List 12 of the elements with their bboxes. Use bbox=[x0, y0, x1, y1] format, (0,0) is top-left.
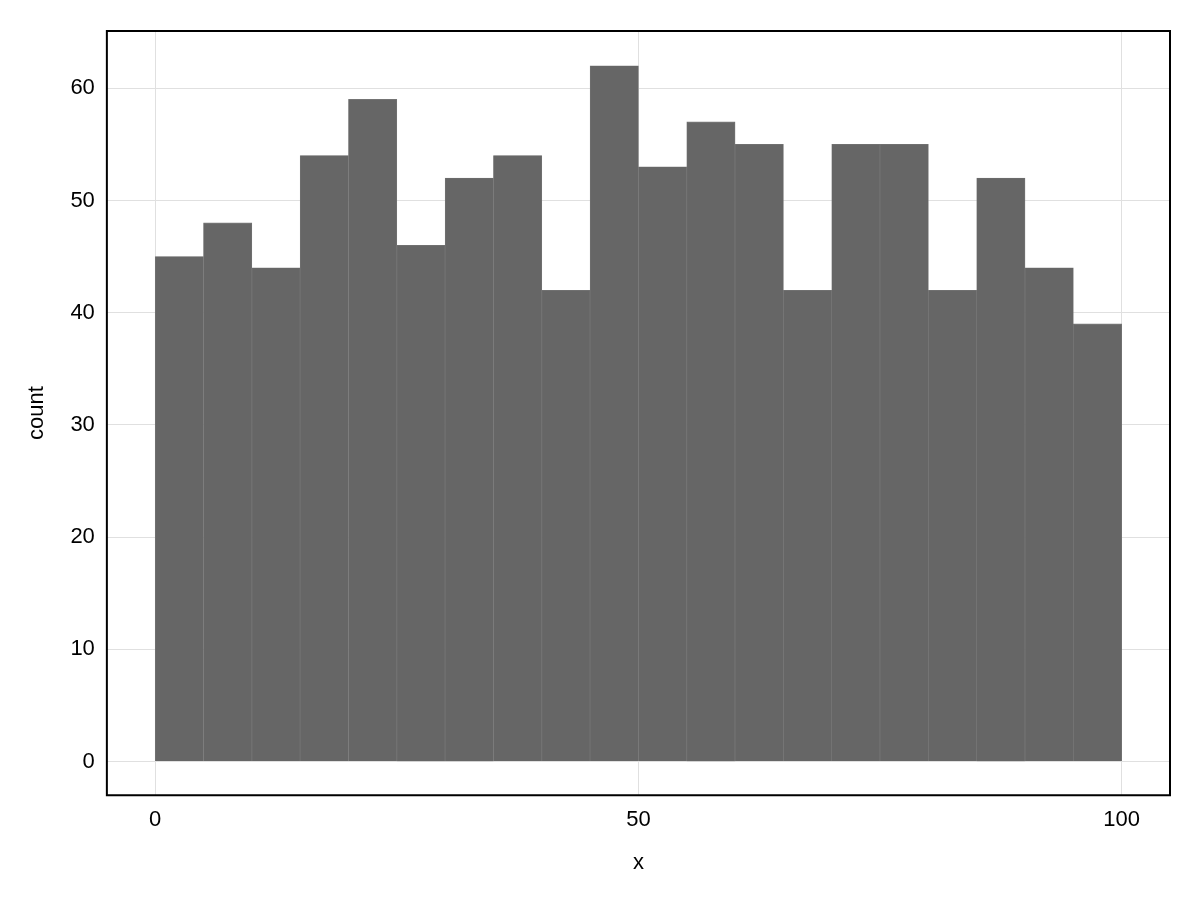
y-tick-label: 0 bbox=[82, 747, 95, 773]
x-tick-label: 50 bbox=[626, 806, 651, 832]
y-tick-label: 60 bbox=[70, 74, 95, 100]
y-tick-label: 20 bbox=[70, 523, 95, 549]
x-tick-label: 100 bbox=[1103, 806, 1141, 832]
y-tick-label: 10 bbox=[70, 635, 95, 661]
y-tick-label: 30 bbox=[70, 410, 95, 436]
y-axis-title: count bbox=[23, 386, 49, 441]
x-tick-label: 0 bbox=[149, 806, 162, 832]
x-axis-title: x bbox=[632, 848, 644, 874]
y-tick-label: 40 bbox=[70, 298, 95, 324]
y-tick-label: 50 bbox=[70, 186, 95, 212]
